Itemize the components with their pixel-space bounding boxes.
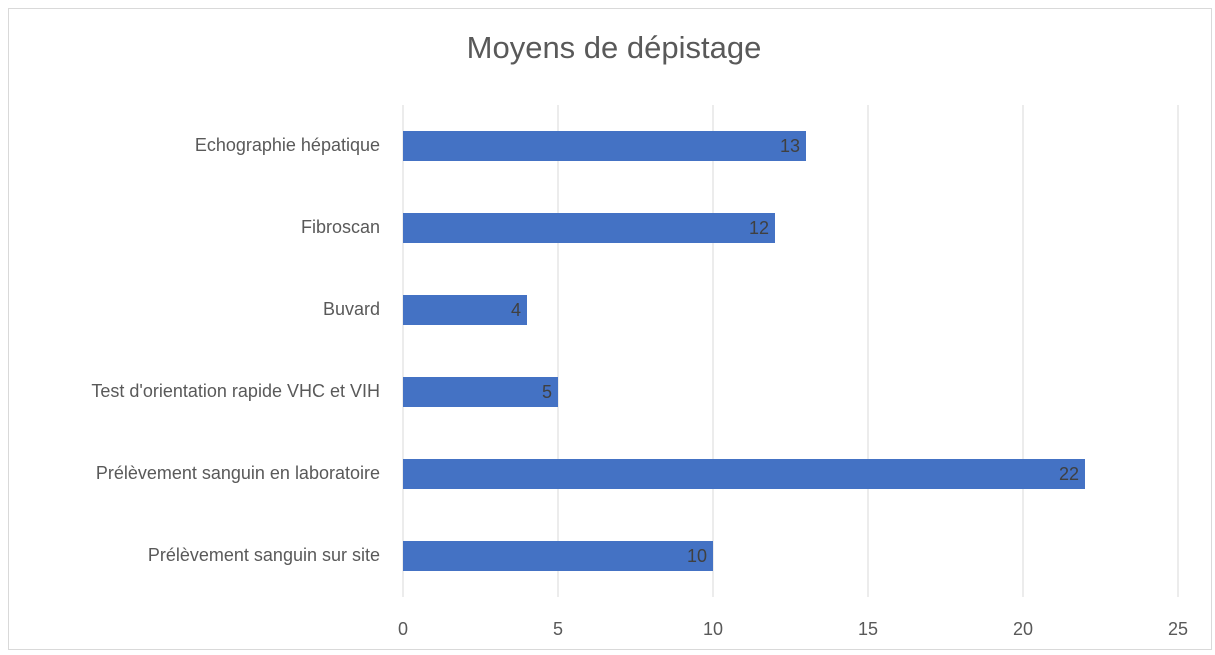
y-tick-label: Prélèvement sanguin en laboratoire xyxy=(96,463,380,483)
data-label: 10 xyxy=(687,546,707,566)
bar xyxy=(403,459,1085,489)
bar xyxy=(403,377,558,407)
x-tick-label: 0 xyxy=(398,619,408,639)
bar xyxy=(403,295,527,325)
y-tick-label: Prélèvement sanguin sur site xyxy=(148,545,380,565)
data-label: 13 xyxy=(780,136,800,156)
x-tick-label: 20 xyxy=(1013,619,1033,639)
bar xyxy=(403,213,775,243)
y-tick-label: Fibroscan xyxy=(301,217,380,237)
y-tick-label: Buvard xyxy=(323,299,380,319)
y-tick-label: Echographie hépatique xyxy=(195,135,380,155)
data-label: 22 xyxy=(1059,464,1079,484)
data-label: 4 xyxy=(511,300,521,320)
chart-title: Moyens de dépistage xyxy=(467,30,762,65)
bar xyxy=(403,541,713,571)
x-tick-label: 5 xyxy=(553,619,563,639)
data-label: 12 xyxy=(749,218,769,238)
x-tick-label: 10 xyxy=(703,619,723,639)
x-tick-label: 15 xyxy=(858,619,878,639)
bar xyxy=(403,131,806,161)
data-label: 5 xyxy=(542,382,552,402)
y-tick-label: Test d'orientation rapide VHC et VIH xyxy=(91,381,380,401)
x-tick-label: 25 xyxy=(1168,619,1188,639)
